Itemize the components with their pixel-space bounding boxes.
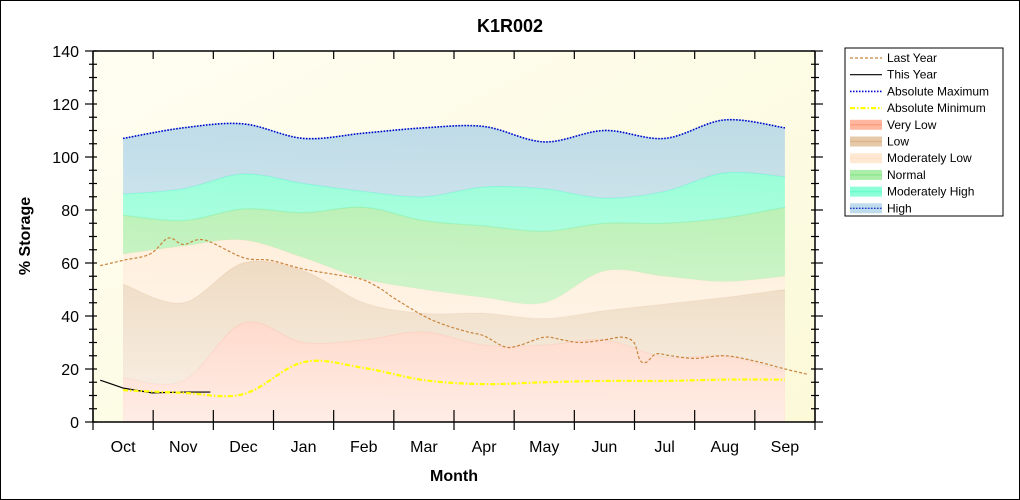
axes-layer: 0 20 40 60 80 100 120 140 Oct Nov Dec Jan Feb Mar Apr M… [52,44,823,456]
band-fade-overlay [123,119,785,422]
legend-label: Moderately Low [887,151,972,165]
legend-label: High [887,201,912,215]
y-tick-label: 60 [61,256,79,273]
legend-label: Low [887,135,909,149]
legend-label: Last Year [887,51,937,65]
legend-label: Absolute Minimum [887,101,986,115]
legend-item-absolute-maximum: Absolute Maximum [850,84,989,98]
y-tick-label: 40 [61,309,79,326]
legend-item-very-low: Very Low [850,118,937,132]
y-tick-label: 120 [52,97,79,114]
series-last-year [100,237,808,375]
x-axis-title: Month [430,468,478,485]
x-tick-label: Aug [711,439,739,456]
legend-label: Very Low [887,118,937,132]
lines-layer [100,118,808,398]
x-tick-label: Nov [169,439,197,456]
legend-item-moderately-high: Moderately High [850,185,974,199]
y-tick-label: 80 [61,203,79,220]
bands-layer [122,119,786,422]
x-tick-label: Mar [410,439,438,456]
legend-item-absolute-minimum: Absolute Minimum [850,101,986,115]
y-tick-label: 20 [61,362,79,379]
x-tick-label: Sep [771,439,800,456]
legend-item-normal: Normal [850,168,926,182]
x-tick-label: Feb [350,439,378,456]
chart-title: K1R002 [477,16,543,36]
series-absolute-minimum [123,359,785,398]
x-tick-label: Dec [229,439,257,456]
legend: Last Year This Year Absolute Maximum Absolu… [844,47,1004,217]
series-this-year [100,379,211,394]
legend-label: Absolute Maximum [887,84,989,98]
x-tick-label: Apr [472,439,498,456]
y-tick-label: 100 [52,150,79,167]
legend-item-last-year: Last Year [850,51,937,65]
legend-item-low: Low [850,135,909,149]
legend-label: Moderately High [887,185,974,199]
y-tick-label: 0 [70,415,79,432]
legend-item-this-year: This Year [850,68,937,82]
x-tick-label: Jan [291,439,317,456]
legend-label: This Year [887,68,937,82]
x-tick-label: Oct [111,439,136,456]
x-tick-label: Jul [654,439,674,456]
legend-item-moderately-low: Moderately Low [850,151,972,165]
legend-label: Normal [887,168,926,182]
legend-item-high: High [850,201,912,215]
x-tick-label: May [529,439,559,456]
y-axis-title: % Storage [17,197,34,275]
x-tick-label: Jun [592,439,618,456]
series-absolute-maximum [122,118,786,143]
y-tick-label: 140 [52,44,79,61]
